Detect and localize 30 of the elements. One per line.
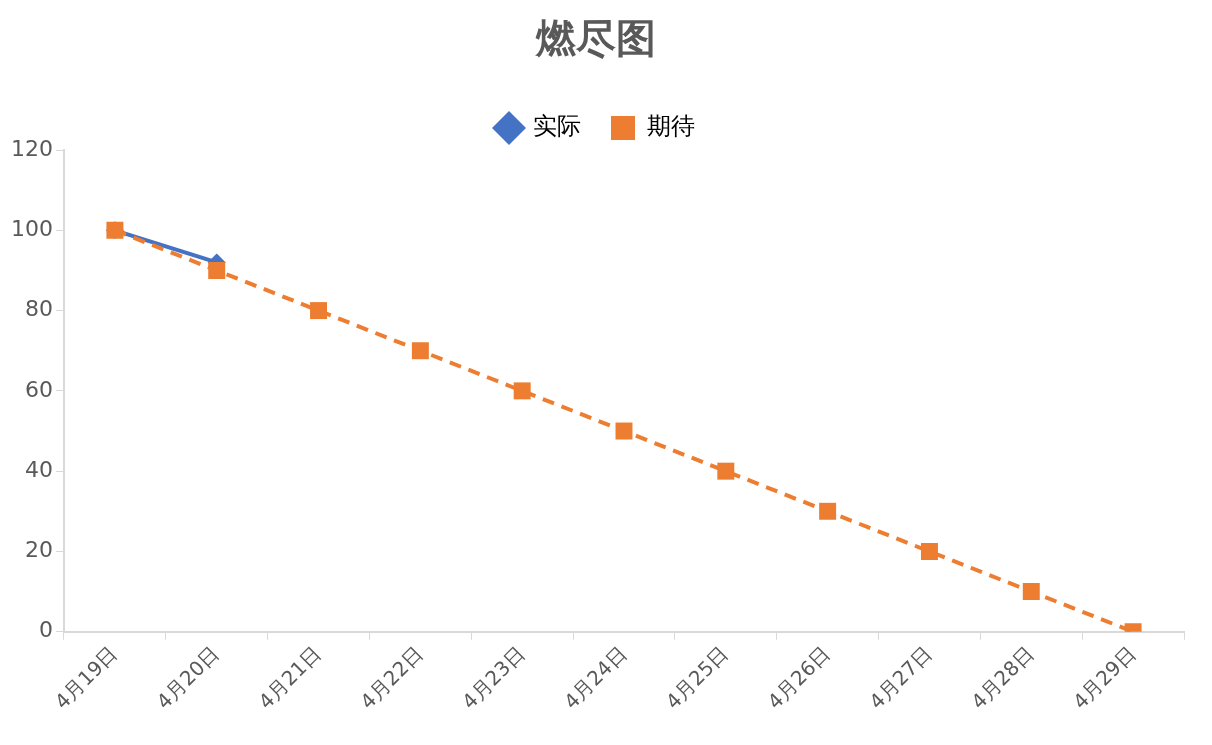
- legend-label: 期待: [647, 112, 695, 141]
- y-tick-label: 80: [24, 296, 53, 322]
- y-tick-label: 100: [10, 216, 53, 242]
- point: [819, 502, 837, 520]
- point: [717, 462, 735, 480]
- point: [920, 542, 938, 560]
- x-tick-label: 4月20日: [151, 641, 224, 714]
- y-tick-label: 0: [38, 617, 53, 643]
- point: [208, 261, 226, 279]
- point: [513, 382, 531, 400]
- y-tick-label: 60: [24, 376, 53, 402]
- legend-label: 实际: [533, 112, 581, 141]
- chart-title: 燃尽图: [535, 15, 656, 62]
- x-tick-label: 4月29日: [1068, 641, 1141, 714]
- x-tick-label: 4月19日: [49, 641, 123, 714]
- x-tick-label: 4月23日: [457, 641, 530, 714]
- point: [1022, 583, 1040, 601]
- point: [411, 342, 429, 360]
- x-tick-label: 4月26日: [762, 641, 835, 714]
- y-tick-label: 120: [10, 135, 53, 161]
- point: [310, 302, 328, 320]
- x-tick-label: 4月27日: [864, 641, 937, 714]
- point: [615, 422, 633, 440]
- y-tick-label: 40: [24, 456, 53, 482]
- x-tick-label: 4月21日: [253, 641, 326, 714]
- x-tick-label: 4月24日: [558, 641, 632, 714]
- x-tick-label: 4月25日: [660, 641, 734, 714]
- x-tick-label: 4月22日: [355, 641, 428, 714]
- x-tick-label: 4月28日: [966, 641, 1039, 714]
- y-tick-label: 20: [24, 537, 53, 563]
